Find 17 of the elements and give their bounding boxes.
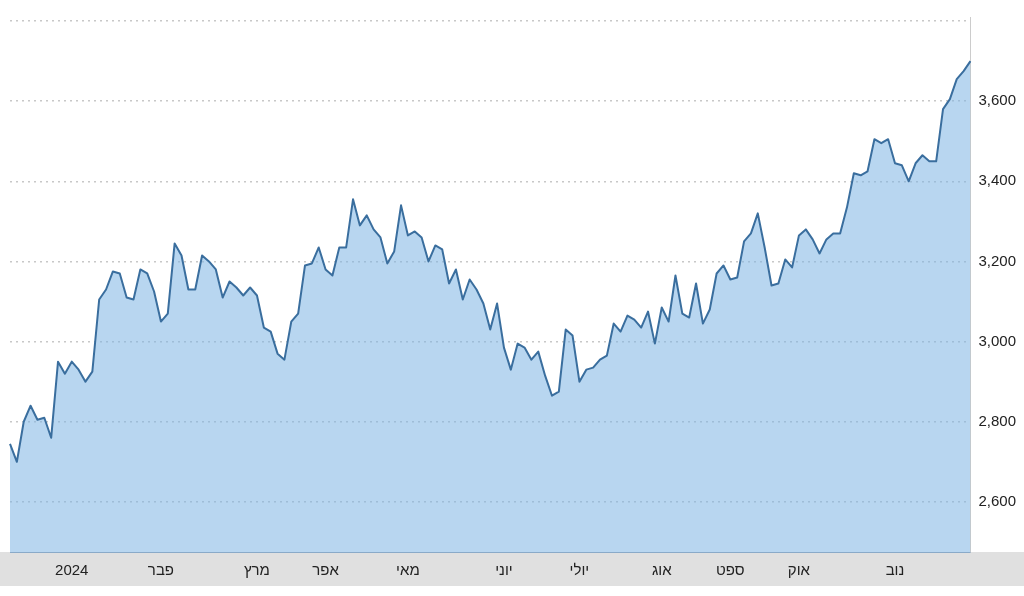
x-tick-label: 2024 xyxy=(55,561,89,579)
x-tick-label: ספט xyxy=(716,561,745,579)
x-tick-label: פבר xyxy=(147,561,174,579)
x-tick-label: יוני xyxy=(495,561,513,579)
x-tick-label: מאי xyxy=(396,561,420,579)
y-tick-label: 2,800 xyxy=(978,411,1017,429)
y-tick-label: 2,600 xyxy=(978,492,1017,510)
x-tick-label: יולי xyxy=(569,561,590,579)
x-tick-label: מרץ xyxy=(244,561,270,579)
y-tick-label: 3,600 xyxy=(978,91,1017,109)
x-tick-label: נוב xyxy=(885,561,905,579)
y-tick-label: 3,000 xyxy=(978,331,1017,349)
x-tick-label: אוג xyxy=(651,561,673,579)
y-tick-label: 3,200 xyxy=(978,251,1017,269)
y-tick-label: 3,400 xyxy=(978,171,1017,189)
x-tick-label: אוק xyxy=(787,561,811,579)
x-tick-label: אפר xyxy=(312,561,340,579)
